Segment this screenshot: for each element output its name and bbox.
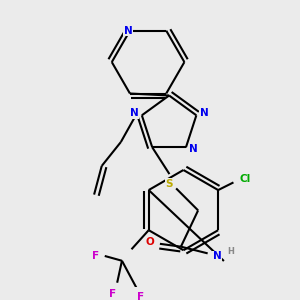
Text: F: F <box>92 251 99 261</box>
Text: N: N <box>130 108 139 118</box>
Text: H: H <box>227 247 234 256</box>
Text: F: F <box>137 292 145 300</box>
Text: N: N <box>213 251 222 261</box>
Text: Cl: Cl <box>239 174 250 184</box>
Text: N: N <box>200 108 208 118</box>
Text: F: F <box>109 289 116 299</box>
Text: N: N <box>189 144 198 154</box>
Text: N: N <box>124 26 132 36</box>
Text: S: S <box>166 178 173 189</box>
Text: O: O <box>146 237 155 247</box>
